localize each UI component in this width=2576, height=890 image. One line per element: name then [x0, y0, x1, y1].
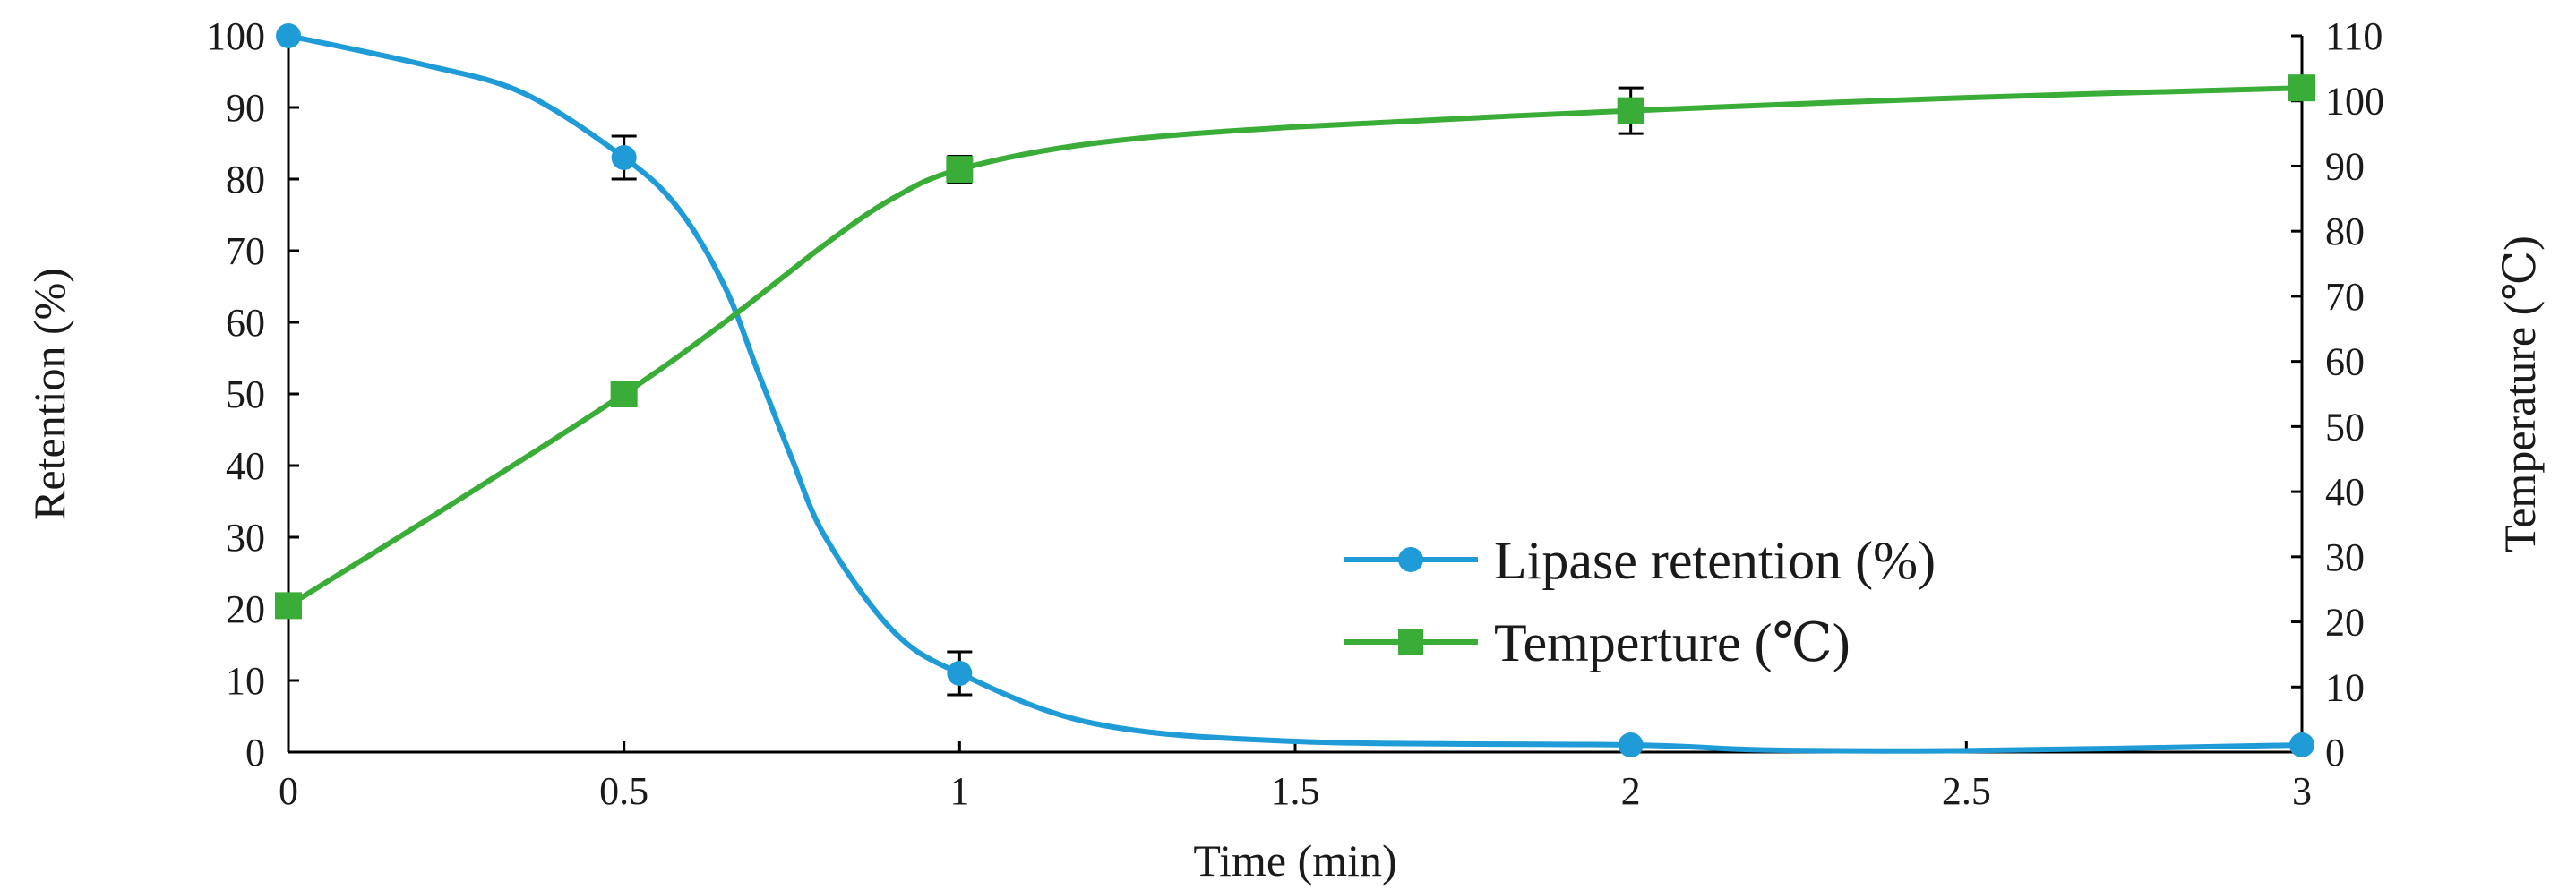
- y-right-tick-label: 70: [2325, 275, 2365, 319]
- series-lipase: [276, 23, 2314, 757]
- data-point-lipase: [2289, 732, 2314, 757]
- y-right-tick-label: 0: [2325, 731, 2345, 774]
- y-left-tick-label: 10: [226, 659, 265, 703]
- y-left-tick-label: 80: [226, 158, 265, 201]
- data-point-temperature: [2288, 74, 2315, 102]
- series-line-lipase: [286, 33, 2305, 754]
- y-right-tick-label: 110: [2325, 14, 2383, 58]
- data-point-lipase: [611, 145, 637, 170]
- y-right-tick-label: 30: [2325, 535, 2365, 579]
- y-right-tick-label: 40: [2325, 470, 2365, 514]
- y-right-ticks: 0 10 20 30 40 50 60 70 80 90 100 110: [2291, 14, 2384, 774]
- y-right-tick-label: 80: [2325, 210, 2365, 253]
- y-right-tick-label: 60: [2325, 340, 2365, 384]
- y-left-tick-label: 30: [226, 516, 265, 560]
- plot-area: [287, 36, 2304, 754]
- y-right-tick-label: 50: [2325, 405, 2365, 449]
- data-point-lipase: [1618, 732, 1644, 757]
- x-tick-label: 0: [279, 769, 298, 813]
- data-point-temperature: [946, 156, 974, 184]
- data-point-temperature: [610, 381, 638, 407]
- y-left-tick-label: 70: [226, 229, 265, 273]
- data-point-lipase: [947, 661, 973, 686]
- x-tick-label: 1.5: [1271, 769, 1320, 813]
- y-left-tick-label: 20: [226, 587, 265, 631]
- y-left-tick-label: 40: [226, 444, 265, 488]
- y-axis-right-title: Temperature (℃): [2494, 235, 2545, 552]
- legend-label-temperature: Temperture (℃): [1494, 613, 1850, 672]
- x-tick-label: 3: [2292, 769, 2312, 813]
- series-line-temperature: [286, 85, 2305, 609]
- y-left-tick-label: 100: [206, 14, 265, 58]
- x-axis-title: Time (min): [1193, 835, 1396, 886]
- y-left-tick-label: 0: [245, 731, 265, 774]
- x-tick-label: 2.5: [1942, 769, 1991, 813]
- y-right-tick-label: 10: [2325, 665, 2365, 709]
- legend-item-temperature: Temperture (℃): [1344, 613, 1850, 672]
- x-ticks: 0 0.5 1 1.5 2 2.5 3: [279, 741, 2312, 813]
- y-right-tick-label: 100: [2325, 80, 2384, 124]
- y-axis-left-title: Retention (%): [24, 268, 74, 520]
- x-tick-label: 0.5: [599, 769, 648, 813]
- legend-item-lipase: Lipase retention (%): [1344, 531, 1936, 590]
- legend: Lipase retention (%) Temperture (℃): [1344, 531, 1936, 672]
- data-point-temperature: [1617, 97, 1644, 124]
- series-layer: [275, 23, 2315, 757]
- legend-label-lipase: Lipase retention (%): [1494, 531, 1936, 590]
- data-point-lipase: [276, 23, 301, 48]
- y-left-tick-label: 50: [226, 372, 265, 416]
- y-left-tick-label: 90: [226, 86, 265, 130]
- series-temperature: [275, 74, 2315, 620]
- y-right-tick-label: 90: [2325, 144, 2365, 188]
- legend-marker-lipase: [1398, 547, 1423, 572]
- y-left-ticks: 0 10 20 30 40 50 60 70 80 90 100: [206, 14, 299, 774]
- legend-marker-temperature: [1398, 629, 1423, 655]
- x-tick-label: 2: [1621, 769, 1641, 813]
- data-point-temperature: [275, 592, 302, 620]
- y-right-tick-label: 20: [2325, 601, 2365, 645]
- x-tick-label: 1: [949, 769, 969, 813]
- y-left-tick-label: 60: [226, 301, 265, 345]
